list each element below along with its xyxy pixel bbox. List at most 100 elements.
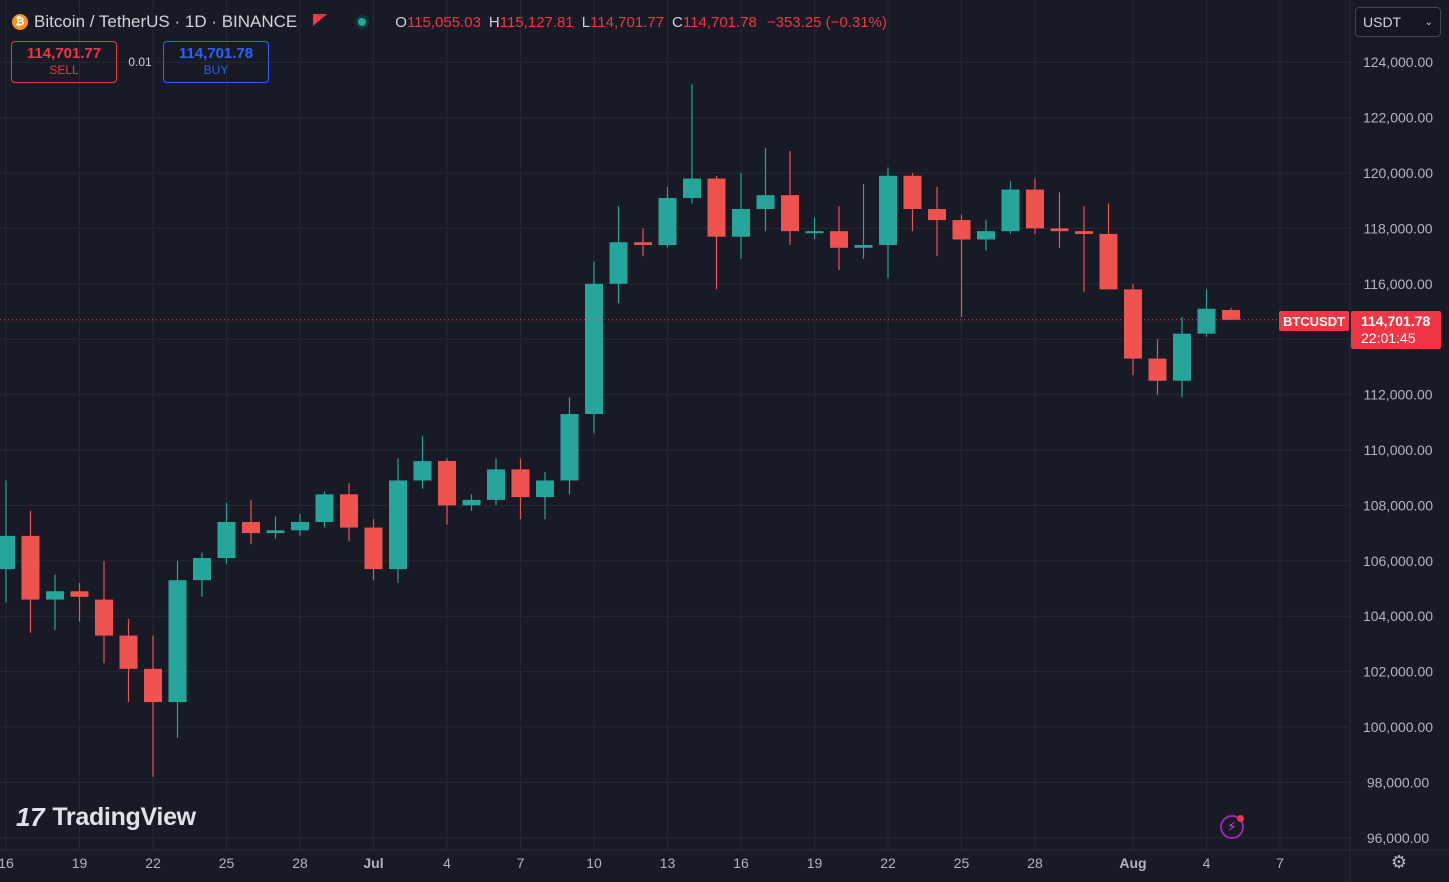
candle-body (119, 635, 138, 669)
candle-body (952, 220, 971, 240)
candle-down (70, 582, 89, 622)
candle-up (1173, 317, 1191, 398)
sell-label: SELL (49, 63, 79, 77)
time-tick-label: 22 (145, 855, 161, 871)
candle-body (879, 175, 897, 246)
candle-down (242, 499, 260, 545)
candle-down (119, 618, 138, 703)
candle-body (928, 209, 946, 221)
time-tick-label: Aug (1119, 855, 1146, 871)
price-tick-label: 112,000.00 (1363, 387, 1432, 403)
price-tick-label: 104,000.00 (1363, 608, 1433, 624)
market-status-icon (355, 15, 370, 29)
candle-body (609, 242, 628, 284)
price-tick-label: 122,000.00 (1363, 110, 1433, 126)
candle-body (977, 231, 995, 240)
candle-down (21, 510, 40, 633)
bar-countdown: 22:01:45 (1361, 330, 1416, 346)
candle-body (413, 461, 432, 481)
time-tick-label: 28 (1027, 855, 1043, 871)
candle-body (462, 499, 481, 506)
candle-body (683, 178, 701, 198)
candle-down (438, 458, 456, 525)
candle-body (487, 469, 505, 500)
candle-body (217, 522, 236, 559)
tradingview-logo-text: TradingView (52, 803, 196, 831)
candle-up (609, 206, 628, 304)
time-tick-label: 25 (954, 855, 970, 871)
price-tick-label: 100,000.00 (1363, 719, 1433, 735)
currency-select[interactable]: USDT ⌄ (1355, 7, 1441, 37)
symbol-price-tag: BTCUSDT (1279, 311, 1349, 331)
candle-body (511, 469, 530, 498)
buy-button[interactable]: 114,701.78 BUY (163, 41, 269, 83)
candle-up (217, 502, 236, 564)
change-value: −353.25 (−0.31%) (766, 13, 887, 31)
candle-down (364, 519, 383, 581)
candle-body (340, 494, 358, 528)
price-tick-label: 98,000.00 (1367, 774, 1429, 790)
candle-down (1099, 203, 1118, 290)
candle-body (634, 242, 652, 246)
high-value: 115,127.81 (499, 13, 574, 31)
candle-up (854, 184, 873, 259)
symbol-title[interactable]: Bitcoin / TetherUS · 1D · BINANCE (34, 12, 298, 31)
candle-up (46, 574, 64, 631)
candle-body (536, 480, 554, 498)
tradingview-logo[interactable]: 17 TradingView (16, 802, 196, 833)
candle-down (511, 458, 530, 520)
candle-body (1026, 189, 1044, 229)
candle-up (1197, 289, 1216, 337)
time-tick-label: 4 (1203, 855, 1211, 871)
candle-up (291, 513, 309, 536)
candle-body (658, 197, 677, 246)
candle-body (903, 175, 922, 210)
candle-up (193, 552, 211, 597)
flag-icon[interactable] (313, 14, 328, 26)
candle-down (903, 173, 922, 232)
time-tick-label: 19 (807, 855, 823, 871)
candle-up (560, 397, 579, 495)
sell-button[interactable]: 114,701.77 SELL (11, 41, 117, 83)
candle-up (879, 167, 897, 279)
settings-icon[interactable]: ⚙ (1390, 852, 1408, 872)
candle-body (1050, 228, 1069, 232)
price-axis[interactable]: 124,000.00 122,000.00 120,000.00 118,000.00… (1363, 54, 1433, 846)
buy-label: BUY (203, 63, 229, 77)
time-tick-label: 7 (1276, 855, 1284, 871)
candle-body (70, 591, 89, 597)
trade-panel: 114,701.77 SELL 0.01 114,701.78 BUY (11, 41, 269, 83)
candles (0, 84, 1240, 777)
candle-down (144, 635, 162, 777)
candle-down (1026, 178, 1044, 234)
candle-up (732, 173, 750, 259)
candle-up (756, 148, 775, 232)
chevron-down-icon: ⌄ (1424, 16, 1433, 28)
time-tick-label: 22 (880, 855, 896, 871)
price-tick-label: 110,000.00 (1363, 442, 1432, 458)
flash-icon[interactable]: ⚡ (1220, 815, 1244, 839)
candle-body (46, 591, 64, 600)
candle-body (1001, 189, 1020, 232)
candle-body (1148, 358, 1167, 381)
time-tick-label: 25 (219, 855, 235, 871)
candle-down (1124, 283, 1142, 376)
candle-body (364, 527, 383, 570)
time-axis[interactable]: 16 19 22 25 28 Jul 4 7 10 13 16 19 22 25 28 Aug 4 7 (0, 855, 1284, 871)
candle-down (1050, 192, 1069, 248)
candle-body (193, 558, 211, 581)
quantity-value[interactable]: 0.01 (128, 55, 152, 69)
candle-up (389, 458, 407, 583)
candle-body (1124, 289, 1142, 359)
last-price-label: 114,701.78 22:01:45 (1351, 311, 1441, 349)
candle-down (1222, 307, 1240, 320)
candle-up (413, 436, 432, 489)
candle-body (144, 668, 162, 703)
open-value: 115,055.03 (406, 13, 481, 31)
candle-body (21, 535, 40, 600)
candle-body (560, 413, 579, 481)
close-value: 114,701.78 (682, 13, 757, 31)
time-tick-label: 13 (660, 855, 676, 871)
low-value: 114,701.77 (590, 13, 665, 31)
